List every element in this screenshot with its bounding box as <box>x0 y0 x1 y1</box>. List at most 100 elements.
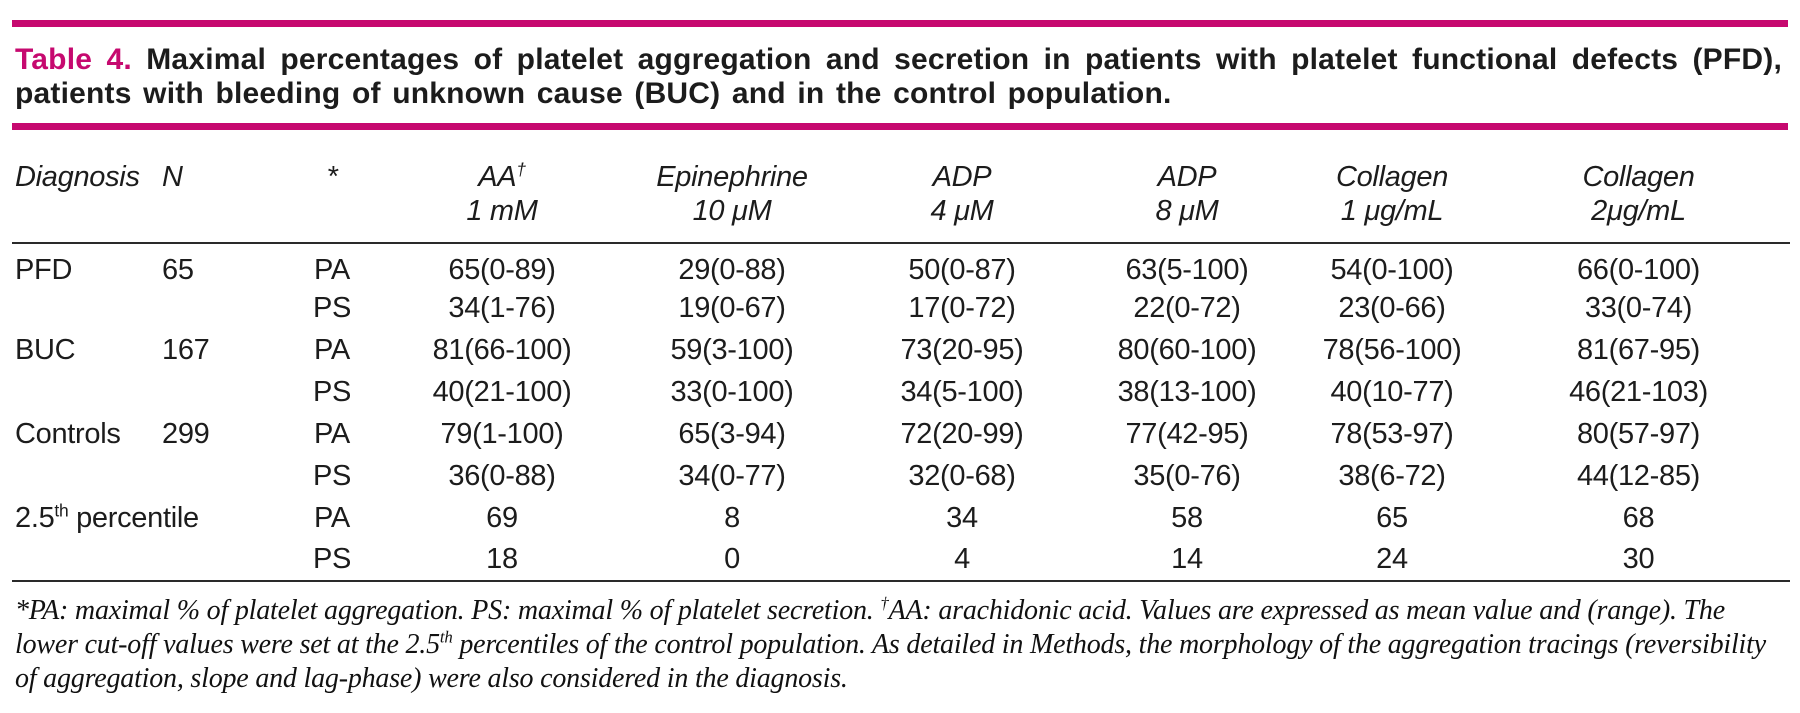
diagnosis-cell <box>12 455 162 497</box>
value-cell: 24 <box>1376 543 1408 575</box>
value-cell: 32(0-68) <box>908 459 1016 492</box>
value-cell: 36(0-88) <box>448 459 556 492</box>
value-cell: 50(0-87) <box>908 254 1016 286</box>
table-row-pfd-pa: PFD 65 PA 65(0-89) 29(0-88) 50(0-87) 63(… <box>12 243 1790 287</box>
col-header-asterisk: * <box>326 161 338 193</box>
value-cell: 38(6-72) <box>1338 459 1446 492</box>
diagnosis-cell: PFD <box>15 254 73 286</box>
diagnosis-cell <box>12 371 162 413</box>
value-cell: 35(0-76) <box>1133 459 1241 492</box>
n-cell <box>162 287 277 329</box>
table-number-label: Table 4. <box>15 43 132 76</box>
value-cell: 0 <box>724 543 740 575</box>
value-cell: 80(57-97) <box>1576 417 1701 450</box>
table-header: Diagnosis N * AA† 1 mM Epinephrine <box>12 130 1790 243</box>
measure-cell: PA <box>314 333 350 366</box>
value-cell: 44(12-85) <box>1576 459 1701 492</box>
table-row-controls-ps: PS 36(0-88) 34(0-77) 32(0-68) 35(0-76) 3… <box>12 455 1790 497</box>
n-cell <box>162 539 277 581</box>
col-header-epinephrine: Epinephrine 10 μM <box>656 161 808 227</box>
value-cell: 18 <box>486 543 518 575</box>
table-row-percentile-ps: PS 18 0 4 14 24 30 <box>12 539 1790 581</box>
results-table: Diagnosis N * AA† 1 mM Epinephrine <box>12 130 1790 582</box>
value-cell: 59(3-100) <box>670 333 794 366</box>
value-cell: 63(5-100) <box>1125 254 1249 286</box>
measure-cell: PA <box>314 254 350 286</box>
value-cell: 14 <box>1171 543 1203 575</box>
col-header-adp-8: ADP 8 μM <box>1155 161 1219 227</box>
diagnosis-cell: 2.5th percentile <box>15 499 199 534</box>
measure-cell: PS <box>312 291 352 324</box>
n-cell <box>162 371 277 413</box>
n-cell <box>162 455 277 497</box>
value-cell: 65 <box>1376 501 1408 534</box>
value-cell: 65(0-89) <box>448 254 556 286</box>
value-cell: 29(0-88) <box>678 254 786 286</box>
value-cell: 34(1-76) <box>448 291 556 324</box>
value-cell: 30 <box>1622 543 1655 575</box>
value-cell: 65(3-94) <box>678 417 786 450</box>
table-row-pfd-ps: PS 34(1-76) 19(0-67) 17(0-72) 22(0-72) 2… <box>12 287 1790 329</box>
value-cell: 73(20-95) <box>900 333 1024 366</box>
col-header-collagen-2: Collagen 2μg/mL <box>1582 161 1695 227</box>
measure-cell: PA <box>314 501 350 534</box>
value-cell: 81(67-95) <box>1576 333 1701 366</box>
table-footnote: *PA: maximal % of platelet aggregation. … <box>15 593 1766 694</box>
col-header-aa: AA† 1 mM <box>466 159 538 227</box>
value-cell: 4 <box>954 543 970 575</box>
value-cell: 33(0-100) <box>670 375 794 408</box>
value-cell: 34(0-77) <box>678 459 786 492</box>
value-cell: 23(0-66) <box>1338 291 1446 324</box>
value-cell: 54(0-100) <box>1330 254 1454 286</box>
value-cell: 77(42-95) <box>1125 417 1249 450</box>
diagnosis-cell: Controls <box>15 417 121 450</box>
value-cell: 72(20-99) <box>900 417 1024 450</box>
measure-cell: PS <box>312 375 352 408</box>
diagnosis-cell <box>12 539 162 581</box>
table-caption-text: Maximal percentages of platelet aggregat… <box>15 43 1782 110</box>
diagnosis-cell <box>12 287 162 329</box>
value-cell: 22(0-72) <box>1133 291 1241 324</box>
table-row-percentile-pa: 2.5th percentile PA 69 8 34 58 65 68 <box>12 497 1790 539</box>
value-cell: 69 <box>486 501 518 534</box>
header-row: Diagnosis N * AA† 1 mM Epinephrine <box>12 130 1790 243</box>
value-cell: 58 <box>1171 501 1203 534</box>
table-row-buc-pa: BUC 167 PA 81(66-100) 59(3-100) 73(20-95… <box>12 329 1790 371</box>
value-cell: 81(66-100) <box>432 333 572 366</box>
value-cell: 79(1-100) <box>440 417 564 450</box>
value-cell: 40(10-77) <box>1330 375 1454 408</box>
top-accent-rule <box>12 20 1788 27</box>
value-cell: 34 <box>946 501 978 534</box>
value-cell: 19(0-67) <box>678 291 786 324</box>
caption-accent-rule <box>12 123 1788 130</box>
value-cell: 78(53-97) <box>1330 417 1454 450</box>
diagnosis-cell: BUC <box>15 333 76 366</box>
col-header-collagen-1: Collagen 1 μg/mL <box>1335 161 1449 227</box>
n-cell: 65 <box>162 254 194 286</box>
measure-cell: PA <box>314 417 350 450</box>
value-cell: 66(0-100) <box>1576 254 1701 286</box>
table-row-controls-pa: Controls 299 PA 79(1-100) 65(3-94) 72(20… <box>12 413 1790 455</box>
col-header-diagnosis: Diagnosis <box>15 161 140 193</box>
value-cell: 8 <box>724 501 740 534</box>
table-body: PFD 65 PA 65(0-89) 29(0-88) 50(0-87) 63(… <box>12 243 1790 581</box>
value-cell: 68 <box>1622 501 1655 534</box>
measure-cell: PS <box>312 543 352 575</box>
value-cell: 80(60-100) <box>1117 333 1257 366</box>
table-caption: Table 4. Maximal percentages of platelet… <box>15 43 1782 111</box>
value-cell: 38(13-100) <box>1117 375 1257 408</box>
value-cell: 34(5-100) <box>900 375 1024 408</box>
value-cell: 17(0-72) <box>908 291 1016 324</box>
value-cell: 40(21-100) <box>432 375 572 408</box>
col-header-n: N <box>162 161 183 193</box>
dagger-symbol: † <box>880 593 889 613</box>
value-cell: 46(21-103) <box>1569 375 1708 408</box>
value-cell: 78(56-100) <box>1322 333 1462 366</box>
col-header-adp-4: ADP 4 μM <box>930 161 994 227</box>
measure-cell: PS <box>312 459 352 492</box>
n-cell: 167 <box>162 333 210 366</box>
table-row-buc-ps: PS 40(21-100) 33(0-100) 34(5-100) 38(13-… <box>12 371 1790 413</box>
value-cell: 33(0-74) <box>1584 291 1693 324</box>
n-cell: 299 <box>162 417 210 450</box>
